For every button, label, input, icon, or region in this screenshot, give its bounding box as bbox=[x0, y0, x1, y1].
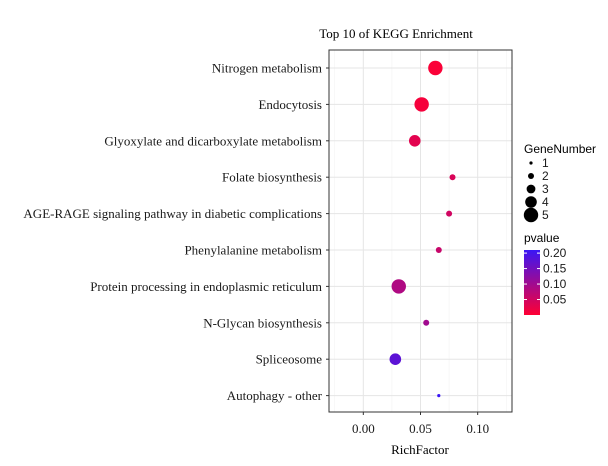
data-point bbox=[408, 135, 421, 147]
y-tick-label: N-Glycan biosynthesis bbox=[203, 315, 322, 330]
colorbar-tick-label: 0.20 bbox=[543, 246, 567, 260]
x-tick-label: 0.10 bbox=[466, 421, 489, 436]
data-point bbox=[449, 174, 456, 181]
y-tick-label: AGE-RAGE signaling pathway in diabetic c… bbox=[23, 206, 322, 221]
data-point bbox=[423, 319, 430, 326]
colorbar-tick-label: 0.10 bbox=[543, 277, 567, 291]
legend-size-label: 5 bbox=[542, 208, 549, 222]
legend-size-key bbox=[525, 196, 537, 208]
data-point bbox=[428, 60, 443, 76]
y-tick-label: Autophagy - other bbox=[227, 388, 323, 403]
data-point bbox=[446, 210, 453, 217]
y-axis-tick-labels: Nitrogen metabolism Endocytosis Glyoxylate… bbox=[23, 61, 329, 403]
chart-title: Top 10 of KEGG Enrichment bbox=[319, 26, 473, 41]
legend-pvalue: pvalue 0.20 0.150.10 0.05 bbox=[524, 231, 567, 315]
x-tick-label: 0.05 bbox=[409, 421, 432, 436]
y-tick-label: Glyoxylate and dicarboxylate metabolism bbox=[104, 133, 322, 148]
y-tick-label: Folate biosynthesis bbox=[222, 170, 322, 185]
x-axis-title: RichFactor bbox=[391, 442, 449, 457]
legend-size-label: 4 bbox=[542, 195, 549, 209]
legend-size-key bbox=[523, 207, 539, 223]
legend-size-key bbox=[528, 173, 534, 179]
legend-size-label: 1 bbox=[542, 156, 549, 170]
legend-size-title: GeneNumber bbox=[524, 142, 596, 156]
x-axis-tick-labels: 0.00 0.05 0.10 bbox=[352, 412, 489, 436]
legend-size-label: 2 bbox=[542, 169, 549, 183]
y-tick-label: Spliceosome bbox=[256, 352, 323, 367]
x-tick-label: 0.00 bbox=[352, 421, 375, 436]
y-tick-label: Nitrogen metabolism bbox=[212, 61, 322, 76]
pvalue-colorbar bbox=[524, 250, 540, 315]
colorbar-tick-label: 0.15 bbox=[543, 262, 567, 276]
data-point bbox=[389, 353, 402, 366]
legend-size-key bbox=[526, 184, 536, 194]
data-point bbox=[414, 97, 429, 112]
data-point bbox=[435, 247, 442, 253]
legend-size-key bbox=[529, 161, 533, 165]
legend-color-title: pvalue bbox=[524, 231, 560, 245]
y-tick-label: Endocytosis bbox=[258, 97, 322, 112]
y-tick-label: Protein processing in endoplasmic reticu… bbox=[90, 279, 322, 294]
data-point bbox=[437, 394, 441, 398]
legend-size-label: 3 bbox=[542, 182, 549, 196]
colorbar-tick-label: 0.05 bbox=[543, 293, 567, 307]
y-tick-label: Phenylalanine metabolism bbox=[184, 243, 322, 258]
data-point bbox=[391, 279, 406, 294]
data-points bbox=[389, 60, 456, 398]
